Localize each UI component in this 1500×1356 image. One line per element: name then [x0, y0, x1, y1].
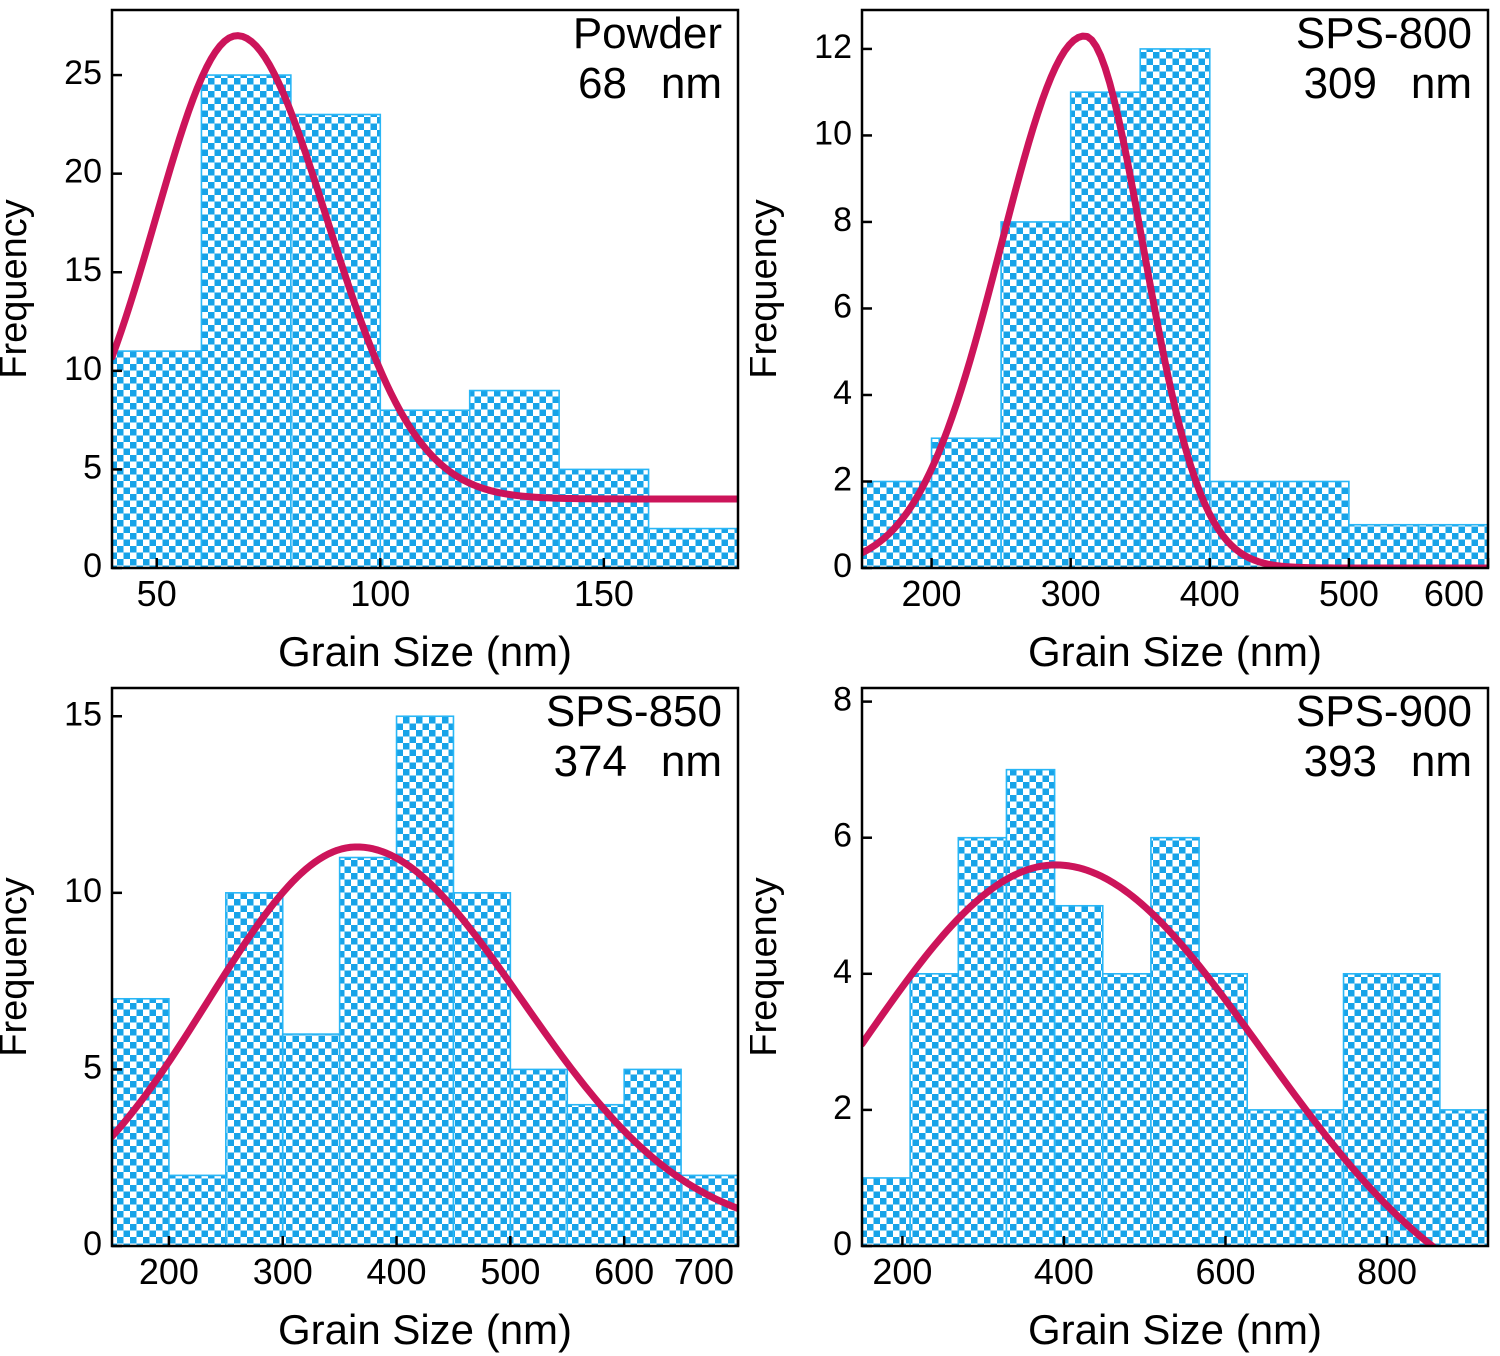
svg-text:200: 200 — [902, 573, 962, 614]
svg-text:Grain Size (nm): Grain Size (nm) — [278, 628, 572, 675]
svg-text:SPS-900: SPS-900 — [1296, 687, 1472, 736]
svg-text:Frequency: Frequency — [0, 199, 35, 379]
svg-text:100: 100 — [350, 573, 410, 614]
svg-text:50: 50 — [137, 573, 177, 614]
svg-text:68: 68 — [578, 59, 627, 108]
svg-text:200: 200 — [139, 1251, 199, 1292]
svg-text:SPS-850: SPS-850 — [546, 687, 722, 736]
svg-text:4: 4 — [833, 953, 852, 991]
svg-text:600: 600 — [1424, 573, 1484, 614]
svg-text:300: 300 — [253, 1251, 313, 1292]
svg-text:150: 150 — [574, 573, 634, 614]
svg-text:12: 12 — [814, 28, 852, 66]
svg-text:nm: nm — [661, 737, 722, 786]
svg-text:500: 500 — [480, 1251, 540, 1292]
svg-text:4: 4 — [833, 374, 852, 412]
svg-text:Grain Size (nm): Grain Size (nm) — [1028, 628, 1322, 675]
svg-text:20: 20 — [64, 153, 102, 191]
svg-text:400: 400 — [1180, 573, 1240, 614]
svg-text:0: 0 — [83, 547, 102, 585]
svg-text:5: 5 — [83, 448, 102, 486]
svg-text:Frequency: Frequency — [750, 199, 785, 379]
svg-text:15: 15 — [64, 695, 102, 733]
svg-text:8: 8 — [833, 681, 852, 719]
svg-text:600: 600 — [594, 1251, 654, 1292]
svg-text:800: 800 — [1357, 1251, 1417, 1292]
svg-text:Grain Size (nm): Grain Size (nm) — [1028, 1306, 1322, 1353]
svg-text:300: 300 — [1041, 573, 1101, 614]
svg-text:0: 0 — [83, 1225, 102, 1263]
svg-text:400: 400 — [1034, 1251, 1094, 1292]
svg-text:15: 15 — [64, 251, 102, 289]
svg-text:8: 8 — [833, 201, 852, 239]
svg-text:400: 400 — [367, 1251, 427, 1292]
svg-text:10: 10 — [64, 872, 102, 910]
svg-text:10: 10 — [64, 350, 102, 388]
svg-text:2: 2 — [833, 460, 852, 498]
svg-text:700: 700 — [674, 1251, 734, 1292]
svg-text:nm: nm — [1411, 737, 1472, 786]
svg-text:0: 0 — [833, 547, 852, 585]
svg-text:600: 600 — [1195, 1251, 1255, 1292]
svg-text:200: 200 — [872, 1251, 932, 1292]
svg-text:0: 0 — [833, 1225, 852, 1263]
svg-text:309: 309 — [1304, 59, 1377, 108]
svg-text:10: 10 — [814, 114, 852, 152]
svg-text:Frequency: Frequency — [0, 877, 35, 1057]
svg-text:6: 6 — [833, 287, 852, 325]
svg-text:393: 393 — [1304, 737, 1377, 786]
svg-text:Frequency: Frequency — [750, 877, 785, 1057]
svg-text:500: 500 — [1319, 573, 1379, 614]
svg-text:Grain Size (nm): Grain Size (nm) — [278, 1306, 572, 1353]
svg-text:nm: nm — [661, 59, 722, 108]
svg-text:nm: nm — [1411, 59, 1472, 108]
svg-text:Powder: Powder — [573, 9, 722, 58]
svg-text:SPS-800: SPS-800 — [1296, 9, 1472, 58]
svg-text:374: 374 — [554, 737, 627, 786]
svg-text:25: 25 — [64, 54, 102, 92]
svg-text:5: 5 — [83, 1048, 102, 1086]
svg-text:2: 2 — [833, 1089, 852, 1127]
svg-text:6: 6 — [833, 817, 852, 855]
